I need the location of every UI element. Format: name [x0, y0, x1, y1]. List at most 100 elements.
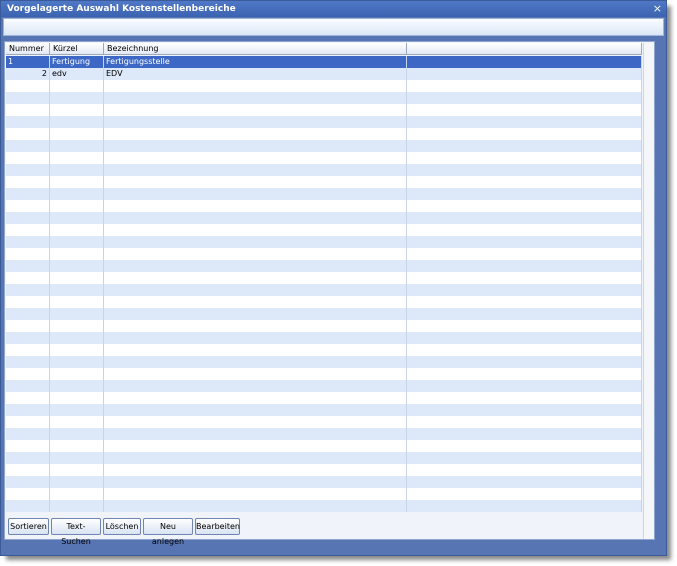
table-cell: [6, 296, 50, 308]
table-row: [6, 116, 642, 128]
table-cell: [104, 296, 407, 308]
table-cell: [50, 308, 104, 320]
table-row: [6, 476, 642, 488]
table-cell: [104, 248, 407, 260]
column-header[interactable]: Nummer: [6, 43, 50, 55]
table-row: [6, 296, 642, 308]
table-cell: [104, 224, 407, 236]
table-cell: [407, 452, 642, 464]
table-cell: [407, 260, 642, 272]
table-row: [6, 452, 642, 464]
table-cell: Fertigungsstelle: [104, 56, 407, 68]
table-cell: [50, 272, 104, 284]
action-button[interactable]: Sortieren: [8, 518, 49, 535]
table-cell: [50, 296, 104, 308]
table-cell: [104, 104, 407, 116]
table-cell: [6, 284, 50, 296]
table-cell: [407, 344, 642, 356]
table-cell: [50, 224, 104, 236]
table-cell: [104, 344, 407, 356]
table-cell: [50, 284, 104, 296]
table-cell: [407, 188, 642, 200]
table-cell: [50, 104, 104, 116]
table-cell: [104, 464, 407, 476]
table-cell: [407, 140, 642, 152]
table-cell: [50, 128, 104, 140]
table-cell: [50, 368, 104, 380]
table-cell: [50, 464, 104, 476]
table-cell: [6, 248, 50, 260]
table-row: [6, 440, 642, 452]
table-cell: [6, 152, 50, 164]
table-cell: [50, 356, 104, 368]
grid-side-bar: [643, 43, 654, 539]
table-cell: [407, 128, 642, 140]
table-cell: [6, 200, 50, 212]
table-cell: [6, 380, 50, 392]
table-cell: [50, 92, 104, 104]
table-row: [6, 260, 642, 272]
table-row: [6, 128, 642, 140]
table-cell: [407, 284, 642, 296]
table-cell: [6, 212, 50, 224]
table-cell: [50, 500, 104, 512]
table-cell: [407, 308, 642, 320]
table-cell: [6, 128, 50, 140]
column-header[interactable]: Kürzel: [50, 43, 104, 55]
table-cell: [407, 500, 642, 512]
table-cell: [407, 380, 642, 392]
table-cell: [104, 212, 407, 224]
table-cell: [6, 500, 50, 512]
table-row: [6, 392, 642, 404]
table-cell: [407, 200, 642, 212]
table-cell: [407, 272, 642, 284]
table-cell: [104, 356, 407, 368]
table-cell: [104, 476, 407, 488]
table-row: [6, 368, 642, 380]
table-cell: [407, 164, 642, 176]
table-cell: [50, 248, 104, 260]
table-cell: [50, 152, 104, 164]
table-cell: [407, 68, 642, 80]
action-button[interactable]: Text-Suchen: [51, 518, 101, 546]
table-cell: [407, 212, 642, 224]
table-row[interactable]: 2 edv EDV: [6, 68, 642, 80]
table-row: [6, 248, 642, 260]
table-cell: [407, 116, 642, 128]
table-cell: edv: [50, 68, 104, 80]
toolbar: [3, 18, 664, 36]
table-cell: [104, 404, 407, 416]
table-cell: [6, 404, 50, 416]
table-cell: [104, 140, 407, 152]
table-cell: [104, 152, 407, 164]
table-cell: [407, 56, 642, 68]
dialog-window: Vorgelagerte Auswahl Kostenstellenbereic…: [0, 0, 667, 556]
table-cell: [407, 416, 642, 428]
table-cell: [50, 200, 104, 212]
table-row[interactable]: 1 Fertigung Fertigungsstelle: [6, 56, 642, 68]
table-cell: [407, 248, 642, 260]
table-cell: [104, 488, 407, 500]
table-row: [6, 92, 642, 104]
table-row: [6, 416, 642, 428]
table-cell: [6, 428, 50, 440]
column-header[interactable]: Bezeichnung: [104, 43, 407, 55]
table-cell: [6, 80, 50, 92]
table-cell: [407, 368, 642, 380]
column-header-empty: [407, 43, 642, 55]
action-button[interactable]: Löschen: [103, 518, 141, 535]
table-cell: [104, 236, 407, 248]
table-cell: [407, 440, 642, 452]
table-row: [6, 164, 642, 176]
table-cell: [6, 224, 50, 236]
table-row: [6, 500, 642, 512]
table-cell: [6, 416, 50, 428]
action-button[interactable]: Neu anlegen: [143, 518, 193, 546]
table-row: [6, 404, 642, 416]
table-cell: [104, 200, 407, 212]
action-button[interactable]: Bearbeiten: [195, 518, 240, 535]
table-cell: [50, 488, 104, 500]
table-row: [6, 332, 642, 344]
close-button[interactable]: ×: [652, 2, 662, 15]
